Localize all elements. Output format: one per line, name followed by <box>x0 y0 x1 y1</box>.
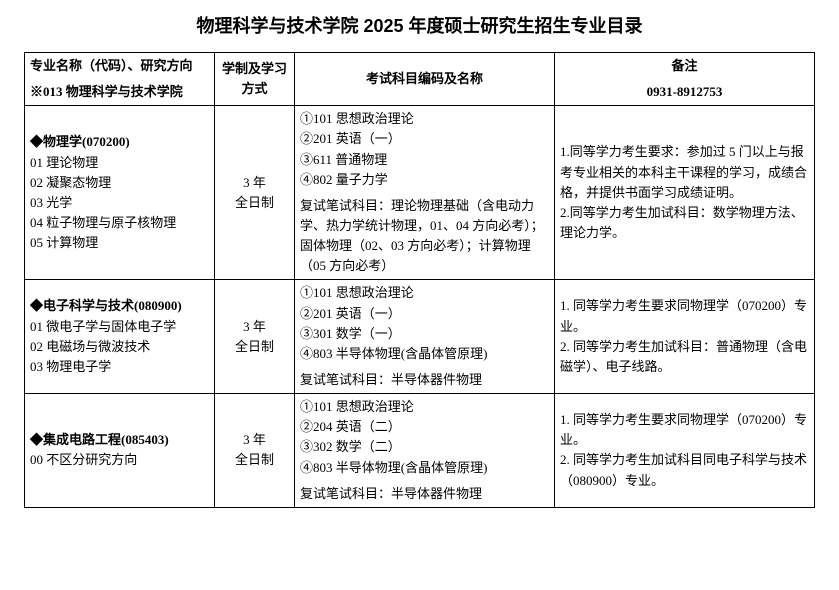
exams-top-1: ①101 思想政治理论②201 英语（一）③611 普通物理④802 量子力学 <box>295 106 555 193</box>
directions-1: 01 理论物理02 凝聚态物理03 光学04 粒子物理与原子核物理05 计算物理 <box>30 155 176 251</box>
study-3: 3 年全日制 <box>215 394 295 508</box>
catalog-table: 专业名称（代码）、研究方向 学制及学习方式 考试科目编码及名称 备注 ※013 … <box>24 52 815 508</box>
header-col3: 考试科目编码及名称 <box>295 53 555 106</box>
study-1: 3 年全日制 <box>215 106 295 280</box>
remarks-2: 1. 同等学力考生要求同物理学（070200）专业。2. 同等学力考生加试科目：… <box>555 280 815 394</box>
major-cell-3: ◆集成电路工程(085403) 00 不区分研究方向 <box>25 394 215 508</box>
major-name-1: ◆物理学(070200) <box>30 134 130 149</box>
major-cell-2: ◆电子科学与技术(080900) 01 微电子学与固体电子学02 电磁场与微波技… <box>25 280 215 394</box>
exams-bot-1: 复试笔试科目：理论物理基础（含电动力学、热力学统计物理，01、04 方向必考）；… <box>295 193 555 280</box>
remarks-3: 1. 同等学力考生要求同物理学（070200）专业。2. 同等学力考生加试科目同… <box>555 394 815 508</box>
header-col1: 专业名称（代码）、研究方向 <box>25 53 215 80</box>
header-col2: 学制及学习方式 <box>215 53 295 106</box>
header-col4: 备注 <box>555 53 815 80</box>
exams-bot-2: 复试笔试科目：半导体器件物理 <box>295 367 555 394</box>
exams-top-3: ①101 思想政治理论②204 英语（二）③302 数学（二）④803 半导体物… <box>295 394 555 481</box>
page-title: 物理科学与技术学院 2025 年度硕士研究生招生专业目录 <box>24 12 815 38</box>
major-name-2: ◆电子科学与技术(080900) <box>30 298 182 313</box>
remarks-1: 1.同等学力考生要求：参加过 5 门以上与报考专业相关的本科主干课程的学习，成绩… <box>555 106 815 280</box>
exams-bot-3: 复试笔试科目：半导体器件物理 <box>295 481 555 508</box>
dept-phone: 0931-8912753 <box>555 79 815 106</box>
major-cell-1: ◆物理学(070200) 01 理论物理02 凝聚态物理03 光学04 粒子物理… <box>25 106 215 280</box>
directions-2: 01 微电子学与固体电子学02 电磁场与微波技术03 物理电子学 <box>30 319 176 374</box>
exams-top-2: ①101 思想政治理论②201 英语（一）③301 数学（一）④803 半导体物… <box>295 280 555 367</box>
study-2: 3 年全日制 <box>215 280 295 394</box>
directions-3: 00 不区分研究方向 <box>30 452 137 467</box>
major-name-3: ◆集成电路工程(085403) <box>30 432 169 447</box>
dept-name: ※013 物理科学与技术学院 <box>25 79 215 106</box>
